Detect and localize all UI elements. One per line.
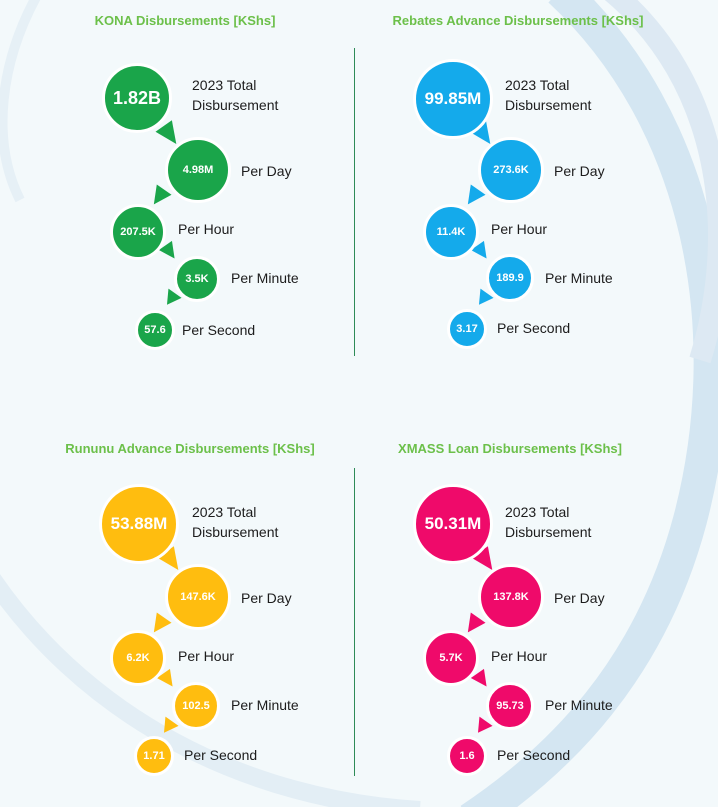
per-minute-label: Per Minute — [231, 270, 299, 286]
per-hour-bubble: 207.5K — [110, 204, 166, 260]
total-label-line1: 2023 Total — [505, 504, 570, 520]
total-label-line2: Disbursement — [505, 524, 592, 540]
total-label-line2: Disbursement — [192, 524, 279, 540]
per-minute-bubble: 95.73 — [486, 682, 534, 730]
per-second-bubble: 1.6 — [447, 736, 487, 776]
per-hour-label: Per Hour — [178, 221, 235, 237]
per-second-label: Per Second — [182, 322, 256, 338]
per-day-label: Per Day — [554, 590, 605, 606]
per-hour-label: Per Hour — [178, 648, 235, 664]
per-minute-bubble: 3.5K — [174, 256, 220, 302]
per-hour-label: Per Hour — [491, 221, 548, 237]
per-day-label: Per Day — [554, 163, 605, 179]
per-minute-bubble: 102.5 — [172, 682, 220, 730]
per-day-bubble: 4.98M — [165, 137, 231, 203]
per-second-label: Per Second — [497, 320, 571, 336]
vertical-divider-bottom — [354, 468, 355, 776]
per-day-bubble: 147.6K — [165, 564, 231, 630]
panel-title: Rebates Advance Disbursements [KShs] — [392, 13, 644, 28]
per-hour-label: Per Hour — [491, 648, 548, 664]
total-label-line1: 2023 Total — [505, 77, 570, 93]
per-minute-label: Per Minute — [545, 270, 613, 286]
panel-title: XMASS Loan Disbursements [KShs] — [398, 441, 622, 456]
total-label-line1: 2023 Total — [192, 504, 257, 520]
per-second-bubble: 57.6 — [135, 310, 175, 350]
per-second-bubble: 1.71 — [134, 736, 174, 776]
per-day-bubble: 273.6K — [478, 137, 544, 203]
per-second-label: Per Second — [184, 747, 258, 763]
per-day-label: Per Day — [241, 163, 292, 179]
total-bubble: 99.85M — [413, 59, 493, 139]
total-label-line2: Disbursement — [192, 97, 279, 113]
per-hour-bubble: 11.4K — [423, 204, 479, 260]
panel-title: Rununu Advance Disbursements [KShs] — [65, 441, 315, 456]
vertical-divider-top — [354, 48, 355, 356]
total-label-line1: 2023 Total — [192, 77, 257, 93]
total-bubble: 53.88M — [99, 484, 179, 564]
per-hour-bubble: 6.2K — [110, 630, 166, 686]
per-minute-bubble: 189.9 — [486, 254, 534, 302]
total-bubble: 1.82B — [102, 63, 172, 133]
per-second-label: Per Second — [497, 747, 571, 763]
per-hour-bubble: 5.7K — [423, 630, 479, 686]
per-day-bubble: 137.8K — [478, 564, 544, 630]
total-label-line2: Disbursement — [505, 97, 592, 113]
per-day-label: Per Day — [241, 590, 292, 606]
total-bubble: 50.31M — [413, 484, 493, 564]
per-minute-label: Per Minute — [231, 697, 299, 713]
panel-title: KONA Disbursements [KShs] — [94, 13, 276, 28]
per-minute-label: Per Minute — [545, 697, 613, 713]
per-second-bubble: 3.17 — [447, 309, 487, 349]
